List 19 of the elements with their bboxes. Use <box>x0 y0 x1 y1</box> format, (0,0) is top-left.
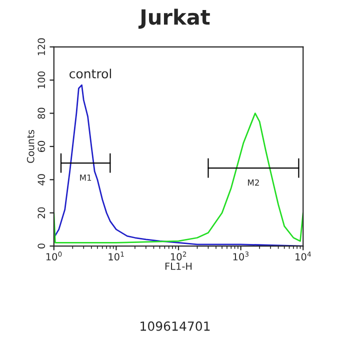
y-axis-title: Counts <box>26 130 34 163</box>
chart-title: Jurkat <box>138 8 210 29</box>
x-tick-label: 10$^{0}$ <box>46 252 62 260</box>
y-tick-label: 0 <box>38 244 46 248</box>
annotation: M1 <box>80 174 92 181</box>
y-tick-label: 40 <box>38 174 46 186</box>
x-tick-label: 10$^{3}$ <box>233 252 248 260</box>
y-tick-label: 60 <box>38 140 46 152</box>
y-tick-label: 120 <box>38 38 46 56</box>
x-tick-label: 10$^{1}$ <box>108 252 124 260</box>
x-axis-title: FL1-H <box>165 262 192 270</box>
x-tick-label: 10$^{2}$ <box>171 252 186 260</box>
annotation: control <box>70 68 111 78</box>
y-tick-label: 100 <box>38 71 46 88</box>
y-tick-label: 20 <box>38 207 46 218</box>
x-tick-label: 10$^{4}$ <box>296 252 311 260</box>
annotation: M2 <box>248 179 259 186</box>
y-tick-label: 80 <box>38 108 46 119</box>
text: 109614701 <box>140 321 210 331</box>
